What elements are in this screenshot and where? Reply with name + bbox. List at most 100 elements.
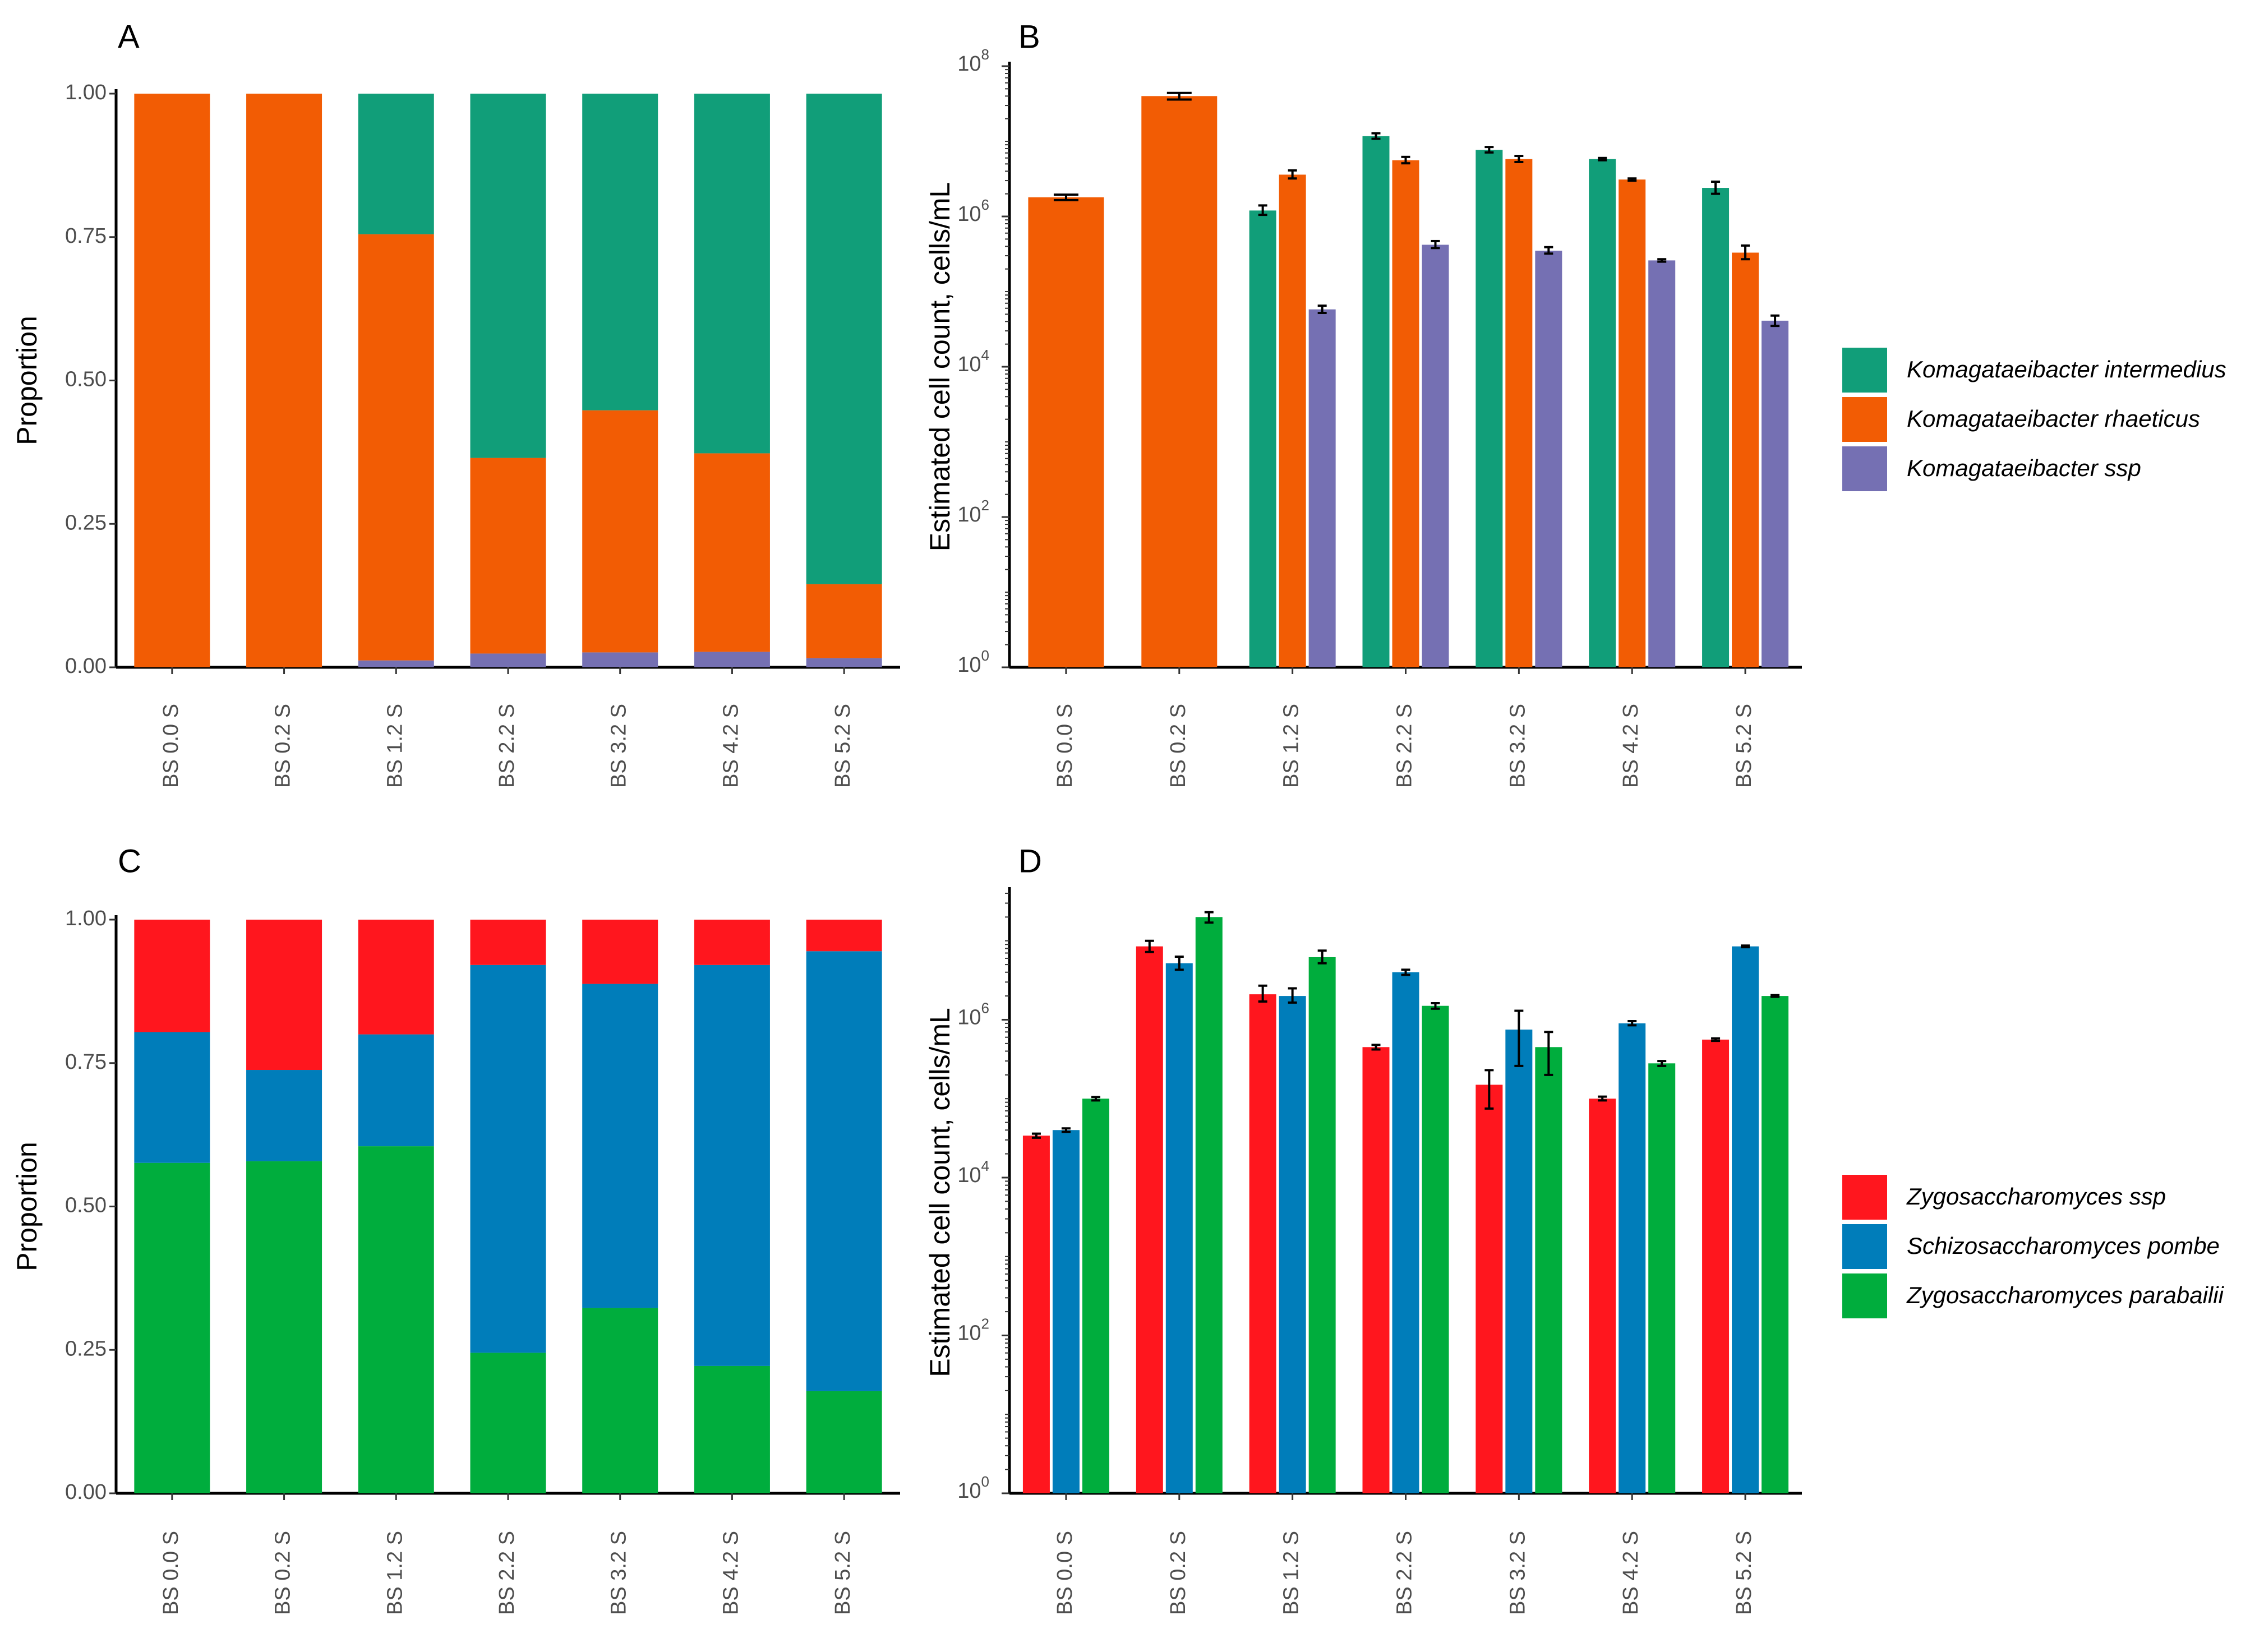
bar-segment bbox=[134, 1162, 210, 1493]
legend-swatch bbox=[1842, 397, 1887, 442]
panel-d-axes: D BS 0.0 S BS 0.2 S BS 1.2 S BS 2.2 S BS 3.2 … bbox=[1008, 843, 1802, 1615]
x-tick-label: BS 2.2 S bbox=[1393, 1531, 1417, 1615]
bar bbox=[1392, 972, 1419, 1493]
bar-segment bbox=[582, 652, 658, 667]
panel-a-bars: 0.00 0.25 0.50 0.75 1.00 Proportion bbox=[11, 81, 882, 678]
bar bbox=[1279, 996, 1306, 1493]
x-tick-label: BS 5.2 S bbox=[1732, 1531, 1756, 1615]
y-tick-label: 0.50 bbox=[65, 1194, 107, 1217]
bar-segment bbox=[470, 94, 546, 458]
y-tick-label: 1.00 bbox=[65, 81, 107, 104]
bar bbox=[1422, 244, 1449, 667]
bar-segment bbox=[470, 653, 546, 667]
bar-segment bbox=[582, 920, 658, 984]
bar-segment bbox=[806, 584, 882, 658]
bar bbox=[1648, 260, 1676, 668]
panel-c-bars: 0.00 0.25 0.50 0.75 1.00 Proportion bbox=[11, 907, 882, 1504]
y-tick-exponent: 2 bbox=[981, 497, 989, 514]
y-tick-label: 0.25 bbox=[65, 511, 107, 534]
bar-segment bbox=[358, 920, 434, 1035]
bar bbox=[1702, 1039, 1730, 1493]
x-tick-label: BS 3.2 S bbox=[1506, 704, 1529, 788]
legend-b: Komagataeibacter intermedius Komagataeiba… bbox=[1842, 348, 2226, 491]
y-tick-label: 104 bbox=[957, 1157, 989, 1187]
legend-swatch bbox=[1842, 1273, 1887, 1318]
x-tick-label: BS 0.2 S bbox=[1166, 704, 1190, 788]
bar bbox=[1082, 1099, 1109, 1493]
panel-label-a: A bbox=[118, 19, 140, 55]
bar bbox=[1619, 179, 1646, 667]
bar bbox=[1028, 197, 1104, 668]
y-tick-exponent: 4 bbox=[981, 1157, 989, 1174]
bar bbox=[1619, 1023, 1646, 1493]
bar bbox=[1141, 96, 1218, 667]
y-tick-label: 106 bbox=[957, 999, 989, 1029]
bar-segment bbox=[358, 94, 434, 234]
x-tick-label: BS 4.2 S bbox=[1619, 704, 1643, 788]
y-tick-label: 106 bbox=[957, 196, 989, 226]
bar bbox=[1052, 1130, 1080, 1493]
y-axis-title: Estimated cell count, cells/mL bbox=[924, 182, 956, 552]
bar bbox=[1392, 160, 1419, 667]
bar-segment bbox=[358, 234, 434, 661]
bar bbox=[1535, 251, 1562, 668]
x-tick-label: BS 3.2 S bbox=[1506, 1531, 1529, 1615]
legend-swatch bbox=[1842, 446, 1887, 491]
bar bbox=[1362, 1047, 1390, 1493]
y-axis-title: Proportion bbox=[11, 316, 43, 445]
bar-segment bbox=[806, 920, 882, 952]
bar-segment bbox=[694, 1365, 770, 1493]
bar bbox=[1279, 174, 1306, 668]
bar bbox=[1702, 188, 1730, 667]
bar-segment bbox=[470, 458, 546, 654]
x-tick-label: BS 1.2 S bbox=[383, 1531, 407, 1615]
bar-segment bbox=[134, 1032, 210, 1163]
x-tick-label: BS 1.2 S bbox=[1280, 704, 1303, 788]
x-tick-label: BS 5.2 S bbox=[831, 704, 855, 788]
y-tick-label: 100 bbox=[957, 647, 989, 677]
bar-segment bbox=[246, 1070, 322, 1161]
bar-segment bbox=[246, 920, 322, 1070]
bar-segment bbox=[694, 453, 770, 652]
bar-segment bbox=[582, 1308, 658, 1493]
bar-segment bbox=[694, 94, 770, 454]
bar bbox=[1762, 996, 1789, 1493]
y-tick-label: 0.00 bbox=[65, 654, 107, 678]
y-tick-exponent: 4 bbox=[981, 347, 989, 363]
x-tick-label: BS 4.2 S bbox=[719, 1531, 743, 1615]
legend-label: Komagataeibacter rhaeticus bbox=[1907, 405, 2200, 432]
bar-segment bbox=[134, 920, 210, 1032]
bar bbox=[1762, 320, 1789, 667]
bar-segment bbox=[246, 1161, 322, 1493]
bar-segment bbox=[358, 660, 434, 667]
y-tick-label: 102 bbox=[957, 1315, 989, 1345]
bar-segment bbox=[134, 94, 210, 667]
y-tick-label: 108 bbox=[957, 46, 989, 76]
bar bbox=[1505, 1030, 1533, 1493]
y-tick-label: 1.00 bbox=[65, 907, 107, 930]
y-tick-label: 0.75 bbox=[65, 224, 107, 248]
x-tick-label: BS 5.2 S bbox=[831, 1531, 855, 1615]
bar-segment bbox=[470, 1353, 546, 1493]
bar-segment bbox=[470, 965, 546, 1353]
x-tick-label: BS 3.2 S bbox=[607, 1531, 631, 1615]
y-tick-label: 0.75 bbox=[65, 1050, 107, 1074]
x-tick-label: BS 3.2 S bbox=[607, 704, 631, 788]
legend-swatch bbox=[1842, 1175, 1887, 1220]
bar bbox=[1308, 309, 1336, 667]
x-tick-label: BS 4.2 S bbox=[719, 704, 743, 788]
panel-b-bars: 100 102 104 106 108 Estimated cell count, cel… bbox=[924, 46, 1789, 677]
legend-label: Komagataeibacter intermedius bbox=[1907, 356, 2226, 382]
y-tick-label: 0.00 bbox=[65, 1480, 107, 1504]
x-tick-label: BS 0.0 S bbox=[1053, 1531, 1077, 1615]
bar bbox=[1535, 1047, 1562, 1493]
legend-d: Zygosaccharomyces ssp Schizosaccharomyces… bbox=[1842, 1175, 2225, 1318]
x-tick-label: BS 0.0 S bbox=[159, 704, 183, 788]
bar bbox=[1022, 1136, 1050, 1493]
x-tick-label: BS 1.2 S bbox=[383, 704, 407, 788]
legend-swatch bbox=[1842, 1224, 1887, 1269]
x-tick-label: BS 5.2 S bbox=[1732, 704, 1756, 788]
bar bbox=[1648, 1063, 1676, 1493]
bar-segment bbox=[470, 920, 546, 965]
